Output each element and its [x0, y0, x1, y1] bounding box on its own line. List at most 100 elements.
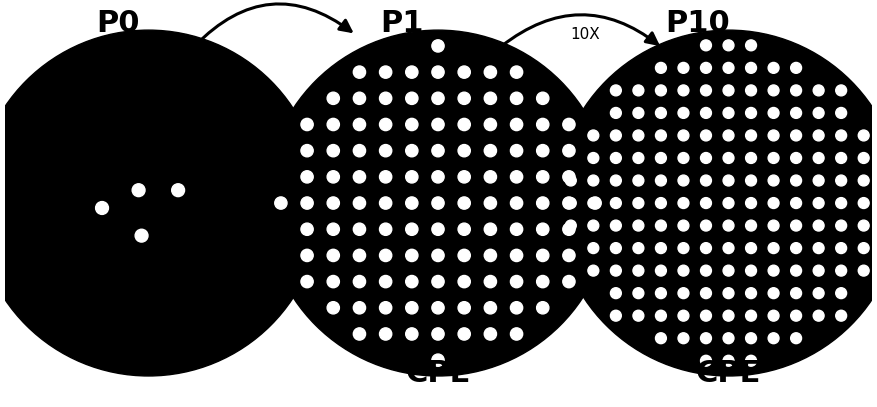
- Circle shape: [537, 276, 549, 288]
- Circle shape: [406, 197, 418, 209]
- Circle shape: [655, 333, 667, 344]
- Circle shape: [510, 144, 523, 157]
- Text: 10X: 10X: [570, 27, 600, 42]
- Circle shape: [791, 243, 802, 254]
- Circle shape: [301, 144, 313, 157]
- Circle shape: [701, 243, 711, 254]
- Circle shape: [510, 171, 523, 183]
- Circle shape: [458, 118, 470, 131]
- Circle shape: [813, 243, 824, 254]
- Circle shape: [745, 153, 757, 164]
- Circle shape: [510, 223, 523, 235]
- Circle shape: [745, 85, 757, 96]
- Circle shape: [563, 171, 575, 183]
- Circle shape: [701, 175, 711, 186]
- Circle shape: [701, 85, 711, 96]
- Circle shape: [484, 249, 496, 262]
- Circle shape: [678, 333, 689, 344]
- Circle shape: [431, 302, 444, 314]
- Circle shape: [813, 265, 824, 276]
- Circle shape: [655, 288, 667, 299]
- Circle shape: [791, 333, 802, 344]
- Circle shape: [537, 197, 549, 209]
- Circle shape: [633, 265, 644, 276]
- Circle shape: [723, 85, 734, 96]
- Circle shape: [655, 310, 667, 321]
- Circle shape: [265, 30, 611, 376]
- Circle shape: [836, 198, 846, 208]
- Circle shape: [484, 66, 496, 78]
- Circle shape: [791, 220, 802, 231]
- Circle shape: [813, 220, 824, 231]
- Circle shape: [791, 153, 802, 164]
- Circle shape: [484, 197, 496, 209]
- Circle shape: [431, 171, 444, 183]
- Circle shape: [791, 310, 802, 321]
- Circle shape: [655, 243, 667, 254]
- Text: P1: P1: [381, 9, 424, 38]
- Circle shape: [791, 107, 802, 118]
- Circle shape: [678, 288, 689, 299]
- Circle shape: [723, 288, 734, 299]
- Circle shape: [610, 243, 621, 254]
- Circle shape: [172, 184, 184, 197]
- Circle shape: [406, 118, 418, 131]
- Circle shape: [484, 328, 496, 340]
- Circle shape: [745, 175, 757, 186]
- Circle shape: [813, 85, 824, 96]
- Circle shape: [813, 107, 824, 118]
- Circle shape: [588, 265, 599, 276]
- Circle shape: [510, 276, 523, 288]
- Circle shape: [678, 198, 689, 208]
- Circle shape: [563, 249, 575, 262]
- Circle shape: [633, 153, 644, 164]
- Circle shape: [327, 144, 339, 157]
- Circle shape: [701, 40, 711, 51]
- Circle shape: [745, 198, 757, 208]
- Circle shape: [327, 92, 339, 105]
- Circle shape: [610, 288, 621, 299]
- Circle shape: [353, 249, 366, 262]
- Circle shape: [510, 66, 523, 78]
- Circle shape: [0, 30, 321, 376]
- Circle shape: [406, 66, 418, 78]
- Circle shape: [431, 144, 444, 157]
- Circle shape: [566, 175, 576, 186]
- Circle shape: [723, 40, 734, 51]
- Circle shape: [589, 197, 602, 209]
- Circle shape: [563, 197, 575, 209]
- Circle shape: [723, 130, 734, 141]
- Circle shape: [791, 265, 802, 276]
- Circle shape: [723, 107, 734, 118]
- Circle shape: [678, 130, 689, 141]
- Circle shape: [701, 220, 711, 231]
- Circle shape: [745, 130, 757, 141]
- Circle shape: [510, 302, 523, 314]
- Circle shape: [566, 198, 576, 208]
- Circle shape: [510, 249, 523, 262]
- Circle shape: [768, 333, 779, 344]
- Circle shape: [791, 62, 802, 73]
- Circle shape: [859, 220, 869, 231]
- Circle shape: [678, 62, 689, 73]
- Circle shape: [745, 288, 757, 299]
- Circle shape: [301, 276, 313, 288]
- Circle shape: [431, 118, 444, 131]
- Circle shape: [380, 118, 392, 131]
- Circle shape: [723, 153, 734, 164]
- Circle shape: [859, 265, 869, 276]
- Text: P0: P0: [96, 9, 139, 38]
- Circle shape: [588, 175, 599, 186]
- Circle shape: [768, 85, 779, 96]
- Circle shape: [745, 310, 757, 321]
- Circle shape: [380, 249, 392, 262]
- Circle shape: [745, 220, 757, 231]
- Circle shape: [633, 288, 644, 299]
- Circle shape: [301, 249, 313, 262]
- Circle shape: [745, 265, 757, 276]
- Circle shape: [813, 310, 824, 321]
- Circle shape: [859, 130, 869, 141]
- Circle shape: [353, 66, 366, 78]
- Circle shape: [633, 310, 644, 321]
- Circle shape: [678, 243, 689, 254]
